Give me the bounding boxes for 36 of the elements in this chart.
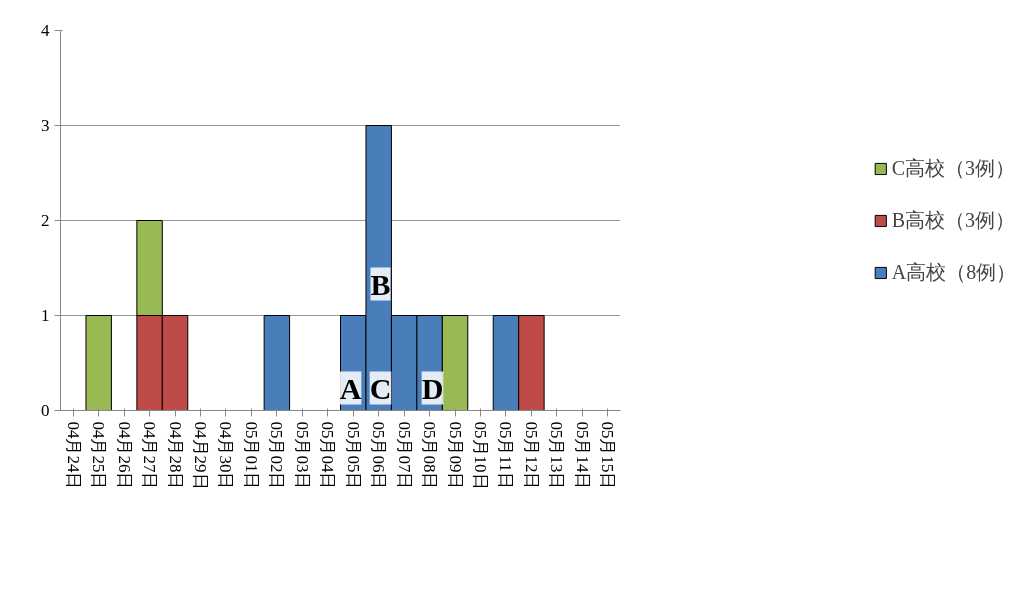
x-tick-label: 05月10日 (471, 421, 490, 490)
x-tick-label: 04月28日 (165, 421, 185, 490)
y-tick-label: 1 (41, 306, 50, 325)
x-tick-label: 05月14日 (572, 421, 592, 490)
x-tick-label: 05月13日 (547, 421, 567, 490)
y-tick-label: 2 (41, 211, 50, 230)
x-tick-label: 05月02日 (267, 421, 287, 490)
x-tick-label: 04月30日 (216, 421, 236, 490)
x-tick-label: 05月03日 (292, 421, 312, 490)
x-tick-label: 04月24日 (63, 421, 83, 490)
annotation: B (370, 267, 391, 301)
x-tick-label: 04月25日 (89, 421, 109, 490)
x-tick-label: 05月08日 (420, 421, 440, 490)
x-tick-label: 04月26日 (114, 421, 134, 490)
x-tick-label: 05月07日 (394, 421, 414, 490)
x-tick-label: 05月12日 (521, 421, 541, 490)
x-tick-label: 04月27日 (140, 421, 160, 490)
annotation: D (421, 371, 444, 405)
x-tick-label: 05月04日 (318, 421, 338, 490)
x-tick-label: 05月15日 (598, 421, 618, 490)
annotation: C (369, 371, 392, 405)
legend-label: B高校（3例） (891, 207, 1016, 233)
y-tick-label: 4 (41, 21, 50, 40)
y-tick-label: 0 (41, 401, 50, 420)
x-tick-label: 05月11日 (496, 421, 516, 489)
x-tick-label: 05月06日 (369, 421, 389, 490)
bar (263, 315, 291, 411)
x-tick-label: 05月05日 (343, 421, 363, 490)
x-tick-label: 05月01日 (241, 421, 261, 490)
bar (85, 315, 112, 411)
legend-label: C高校（3例） (891, 155, 1016, 181)
y-tick-label: 3 (41, 116, 50, 135)
x-tick-label: 04月29日 (191, 421, 210, 490)
x-tick-label: 05月09日 (445, 421, 465, 490)
legend-label: A高校（8例） (891, 259, 1017, 285)
annotation: A (339, 371, 362, 405)
